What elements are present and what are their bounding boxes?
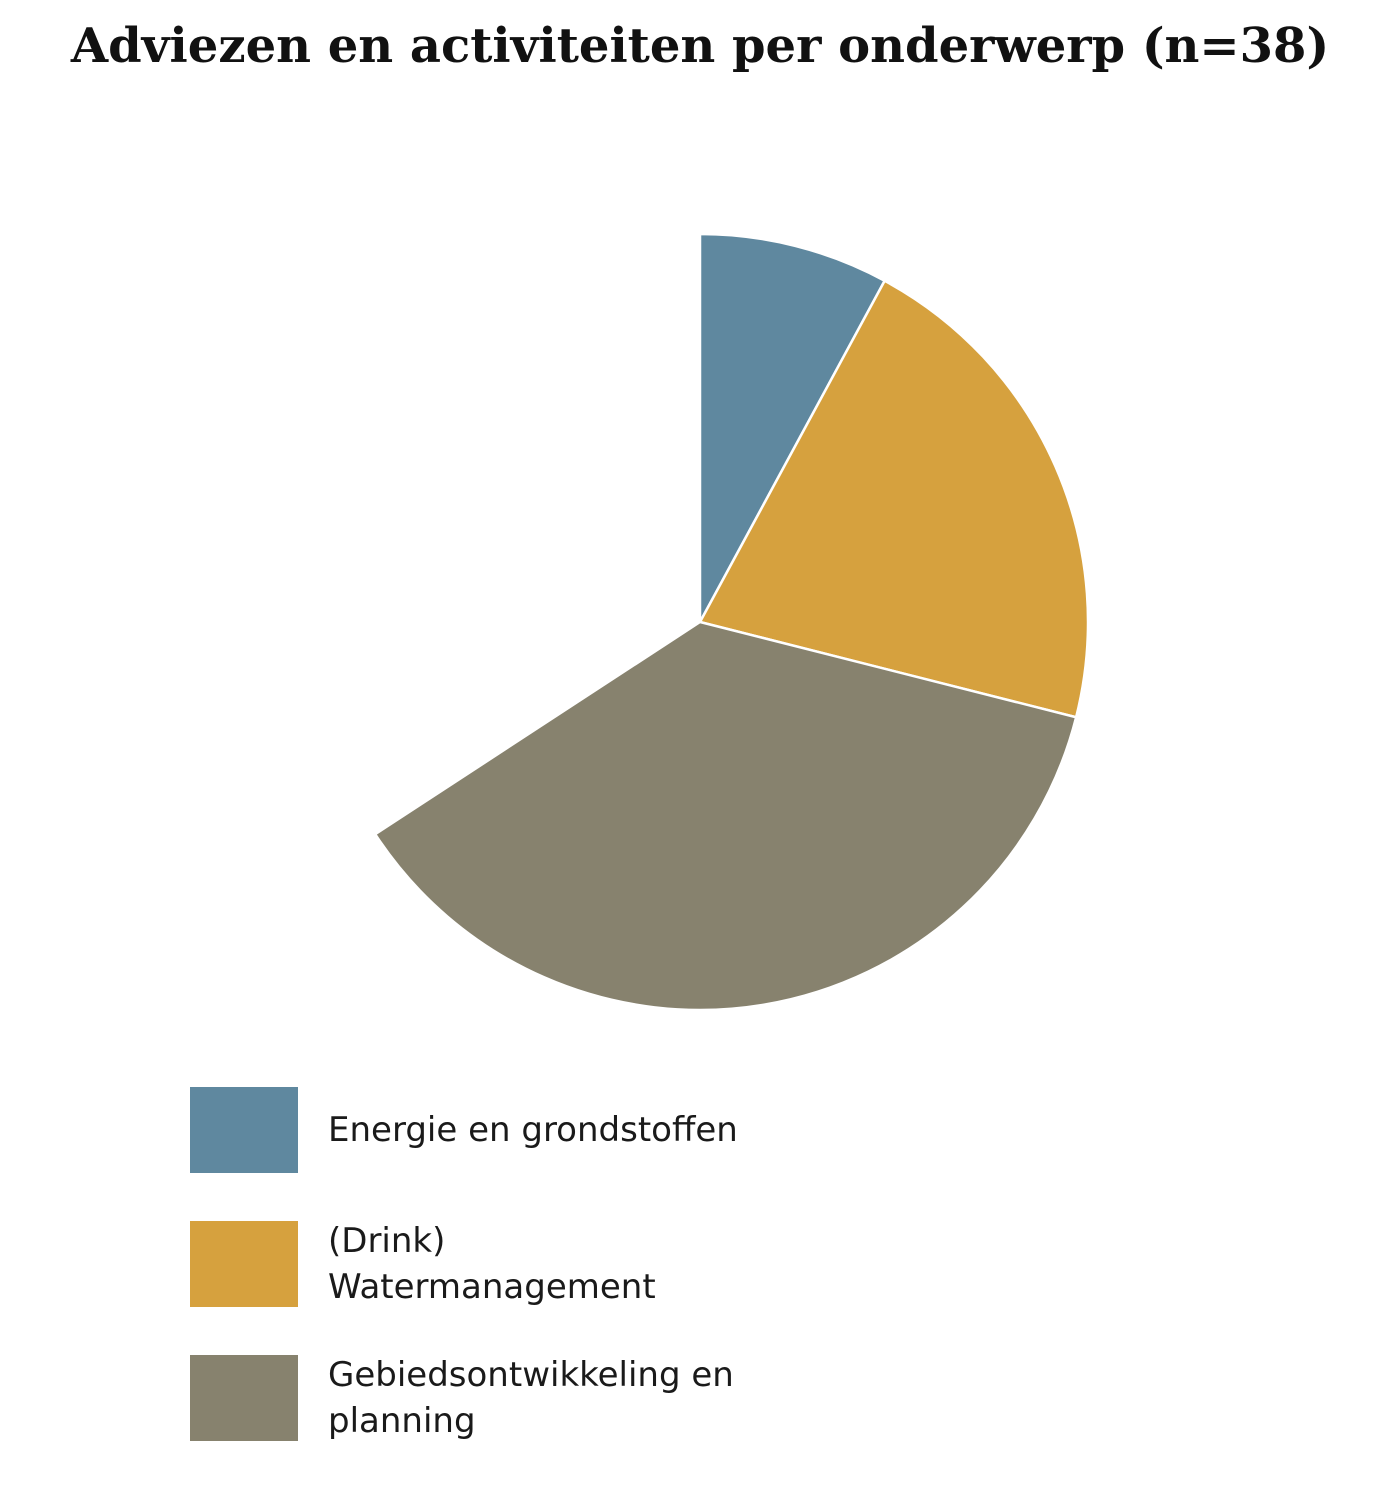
pie-slice-energie [698,232,886,624]
legend-swatch-energie [190,1087,298,1173]
legend-item-energie: Energie en grondstoffen [190,1086,890,1174]
pie-slice-gebiedsontwikkeling [373,620,1078,1012]
legend-swatch-watermanagement [190,1221,298,1307]
legend-item-watermanagement: (Drink) Watermanagement [190,1220,890,1308]
pie-chart [373,232,1090,1012]
pie-slices [373,232,1090,1012]
pie-slice-watermanagement [698,279,1090,719]
chart-title: Adviezen en activiteiten per onderwerp (… [70,18,1330,74]
legend-label-gebiedsontwikkeling: Gebiedsontwikkeling en planning [328,1355,734,1441]
legend-item-gebiedsontwikkeling: Gebiedsontwikkeling en planning [190,1354,890,1442]
legend-label-watermanagement: (Drink) Watermanagement [328,1221,656,1307]
legend: Energie en grondstoffen (Drink) Waterman… [190,1086,890,1488]
legend-swatch-gebiedsontwikkeling [190,1355,298,1441]
legend-label-energie: Energie en grondstoffen [328,1110,738,1150]
